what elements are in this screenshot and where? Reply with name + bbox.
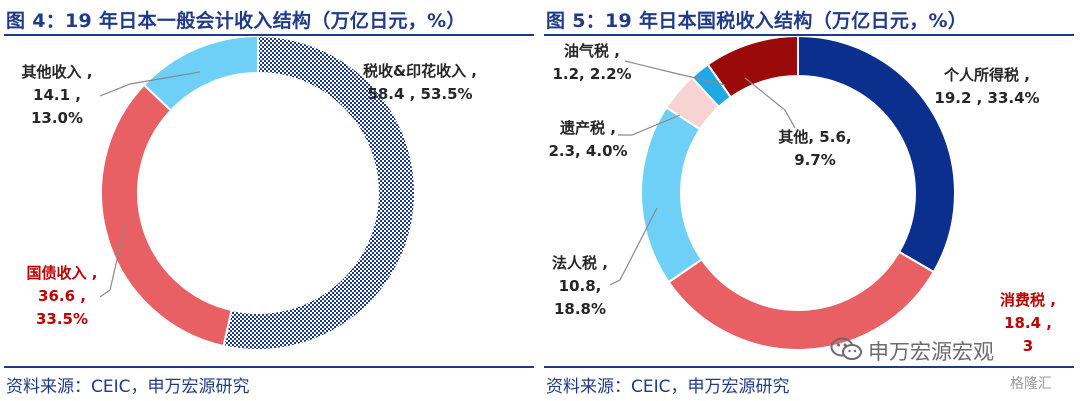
data-label: 10.8, [559, 277, 602, 295]
data-label: 1.2, 2.2% [552, 65, 631, 83]
leader-line [99, 71, 201, 97]
data-label: 19.2 , 33.4% [934, 89, 1039, 107]
leader-line [609, 207, 658, 286]
leader-line [618, 114, 681, 136]
data-label: 18.4 , [1004, 314, 1052, 332]
data-label: 14.1 , [33, 86, 81, 104]
leader-line [744, 77, 796, 129]
data-label: 13.0% [31, 109, 83, 127]
donut-slice-2 [640, 106, 704, 284]
data-label: 18.8% [554, 300, 606, 318]
donut-chart-general-account: 税收&印花收入 , 58.4 , 53.5% 国债收入 , 36.6 , 33.5% 其他… [22, 36, 477, 351]
data-label: 遗产税 , [559, 119, 616, 137]
data-label: 2.3, 4.0% [548, 142, 627, 160]
data-label: 税收&印花收入 , [363, 62, 477, 80]
data-label: 个人所得税 , [943, 66, 1030, 84]
data-label: 油气税 , [564, 42, 620, 60]
donut-slice-0 [222, 36, 416, 351]
leader-line [624, 60, 726, 86]
data-label: 法人税 , [552, 254, 608, 272]
donut-slice-2 [142, 36, 259, 112]
data-label: 3 [1023, 337, 1033, 355]
title-rule [544, 34, 1074, 36]
donut-slice-1 [100, 83, 233, 348]
source-note: 资料来源：CEIC，申万宏源研究 [546, 377, 790, 397]
chart-panel-national-tax: 图 5：19 年日本国税收入结构（万亿日元，%） 个人所得税 , 19.2 , 3… [540, 0, 1080, 401]
watermark-text: 申万宏源宏观 [868, 340, 994, 364]
data-label: 其他, 5.6, [778, 128, 851, 146]
data-label: 其他收入 , [22, 63, 93, 81]
chart-title: 图 4：19 年日本一般会计收入结构（万亿日元，%） [6, 10, 466, 32]
data-label: 消费税 , [1000, 291, 1056, 309]
data-label: 国债收入 , [27, 264, 98, 282]
source-rule [4, 366, 534, 368]
title-rule [4, 34, 534, 36]
data-label: 36.6 , [38, 287, 86, 305]
watermark-corner: 格隆汇 [1010, 376, 1052, 392]
chart-title: 图 5：19 年日本国税收入结构（万亿日元，%） [546, 10, 968, 32]
donut-slice-5 [706, 36, 799, 99]
source-rule [544, 366, 1074, 368]
data-label: 9.7% [794, 151, 836, 169]
wechat-icon [830, 337, 862, 360]
data-label: 33.5% [36, 310, 88, 328]
source-note: 资料来源：CEIC，申万宏源研究 [6, 377, 250, 397]
data-label: 58.4 , 53.5% [367, 85, 472, 103]
chart-panel-general-account: 图 4：19 年日本一般会计收入结构（万亿日元，%） 税收&印花收入 , 58.4… [4, 10, 534, 397]
donut-chart-national-tax: 个人所得税 , 19.2 , 33.4% 消费税 , 18.4 , 3 法人税 , 10.8… [548, 36, 1056, 355]
leader-line [99, 224, 126, 298]
